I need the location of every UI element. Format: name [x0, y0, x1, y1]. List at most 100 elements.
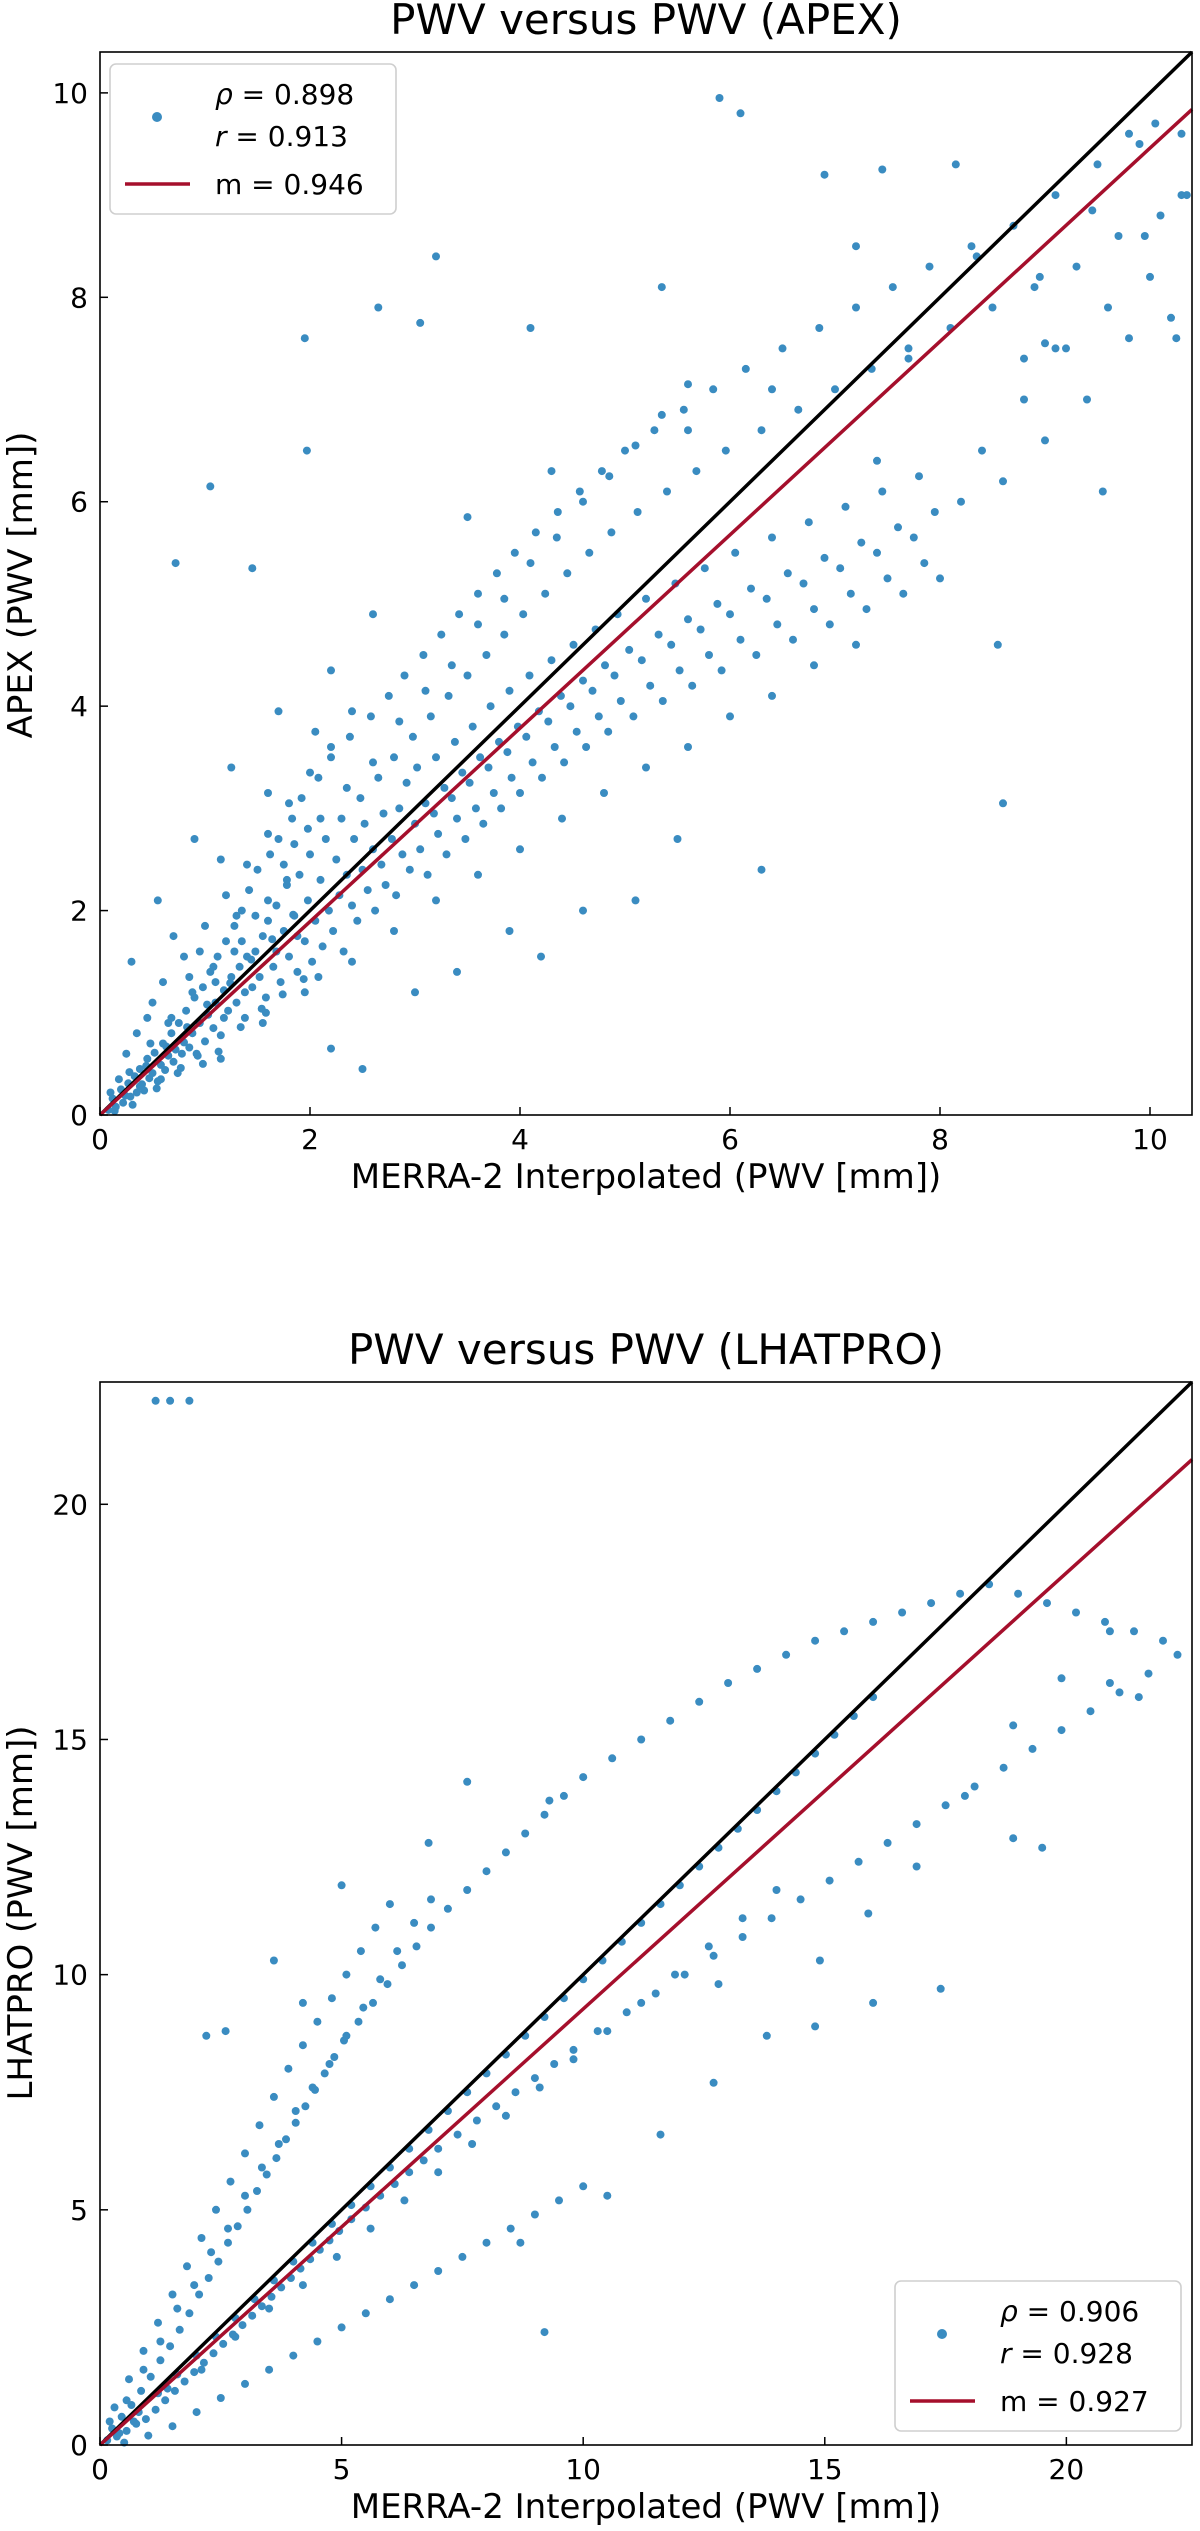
data-point	[255, 973, 264, 981]
data-point	[709, 2078, 718, 2087]
data-point	[358, 1065, 367, 1073]
data-point	[1125, 334, 1133, 343]
data-point	[607, 528, 616, 537]
data-point	[265, 2304, 274, 2313]
data-point	[416, 845, 425, 854]
data-point	[301, 2102, 310, 2111]
data-point	[575, 487, 584, 496]
fit-line-apex	[98, 108, 1194, 1117]
data-point	[1146, 272, 1154, 281]
data-point	[506, 2224, 515, 2233]
data-point	[227, 973, 236, 981]
data-point	[285, 799, 293, 808]
data-point	[1140, 232, 1149, 240]
legend-r-apex: r = 0.913	[215, 120, 348, 153]
data-point	[314, 773, 323, 782]
data-point	[395, 804, 404, 813]
data-point	[738, 1933, 747, 1941]
data-point	[195, 2290, 204, 2299]
data-point	[474, 870, 482, 879]
data-point	[684, 615, 692, 624]
data-point	[236, 1023, 245, 1032]
data-point	[1062, 344, 1070, 353]
y-axis-label-lhatpro: LHATPRO (PWV [mm])	[1, 1725, 41, 2100]
data-point	[185, 1396, 194, 1405]
data-point	[146, 1039, 155, 1048]
data-point	[482, 651, 491, 659]
data-point	[324, 906, 333, 915]
data-point	[185, 1043, 194, 1052]
data-point	[257, 2163, 266, 2172]
data-point	[505, 686, 514, 695]
data-point	[899, 589, 908, 598]
data-point	[783, 569, 792, 578]
data-point	[264, 896, 272, 905]
data-point	[434, 2144, 443, 2153]
data-point	[1014, 1589, 1023, 1598]
data-point	[342, 783, 351, 792]
data-point	[224, 2224, 232, 2233]
data-point	[390, 753, 398, 762]
data-point	[883, 574, 892, 583]
data-point	[125, 2375, 133, 2384]
data-point	[1125, 129, 1133, 138]
data-point	[654, 630, 663, 639]
legend-scatter-marker-apex	[152, 112, 162, 122]
data-point	[978, 446, 986, 455]
data-point	[898, 1608, 907, 1617]
data-point	[288, 814, 297, 823]
data-point	[369, 758, 377, 767]
data-point	[951, 160, 960, 169]
data-point	[540, 2328, 549, 2337]
data-point	[904, 354, 913, 363]
data-point	[267, 2292, 276, 2301]
data-point	[353, 916, 362, 925]
data-point	[114, 1075, 123, 1084]
data-point	[585, 548, 594, 557]
data-point	[216, 1031, 225, 1040]
data-point	[211, 978, 220, 987]
data-point	[852, 242, 860, 251]
data-point	[174, 1019, 183, 1027]
data-point	[476, 753, 485, 762]
x-tick-label: 6	[721, 1123, 739, 1156]
data-point	[1030, 283, 1039, 292]
data-point	[278, 990, 287, 999]
data-point	[313, 2017, 322, 2026]
data-point	[337, 814, 346, 823]
chart-title-apex: PWV versus PWV (APEX)	[390, 0, 902, 44]
data-point	[161, 2396, 170, 2405]
data-point	[1020, 354, 1028, 363]
data-point	[224, 2238, 232, 2247]
data-point	[266, 850, 275, 859]
data-point	[385, 2295, 394, 2304]
data-point	[180, 2377, 189, 2386]
data-point	[167, 1029, 176, 1038]
data-point	[238, 2321, 247, 2330]
data-point	[789, 635, 797, 644]
data-point	[463, 671, 472, 680]
data-point	[762, 594, 771, 603]
data-point	[231, 2332, 240, 2341]
data-point	[106, 1088, 115, 1097]
data-point	[327, 666, 335, 675]
data-point	[272, 901, 281, 910]
data-point	[663, 487, 671, 496]
data-point	[329, 927, 338, 935]
data-point	[1038, 1843, 1047, 1852]
data-point	[569, 2055, 578, 2064]
y-tick-label: 15	[52, 1723, 88, 1756]
data-point	[545, 1796, 554, 1805]
data-point	[327, 1994, 336, 2003]
data-point	[251, 911, 260, 920]
data-point	[308, 2083, 317, 2092]
data-point	[579, 2182, 588, 2191]
data-point	[852, 303, 860, 312]
data-point	[501, 1848, 510, 1857]
legend-scatter-marker-lhatpro	[937, 2329, 947, 2339]
x-tick-label: 5	[333, 2453, 351, 2486]
data-point	[125, 1068, 134, 1077]
data-point	[222, 937, 230, 946]
data-point	[736, 635, 745, 644]
data-point	[190, 2281, 199, 2290]
